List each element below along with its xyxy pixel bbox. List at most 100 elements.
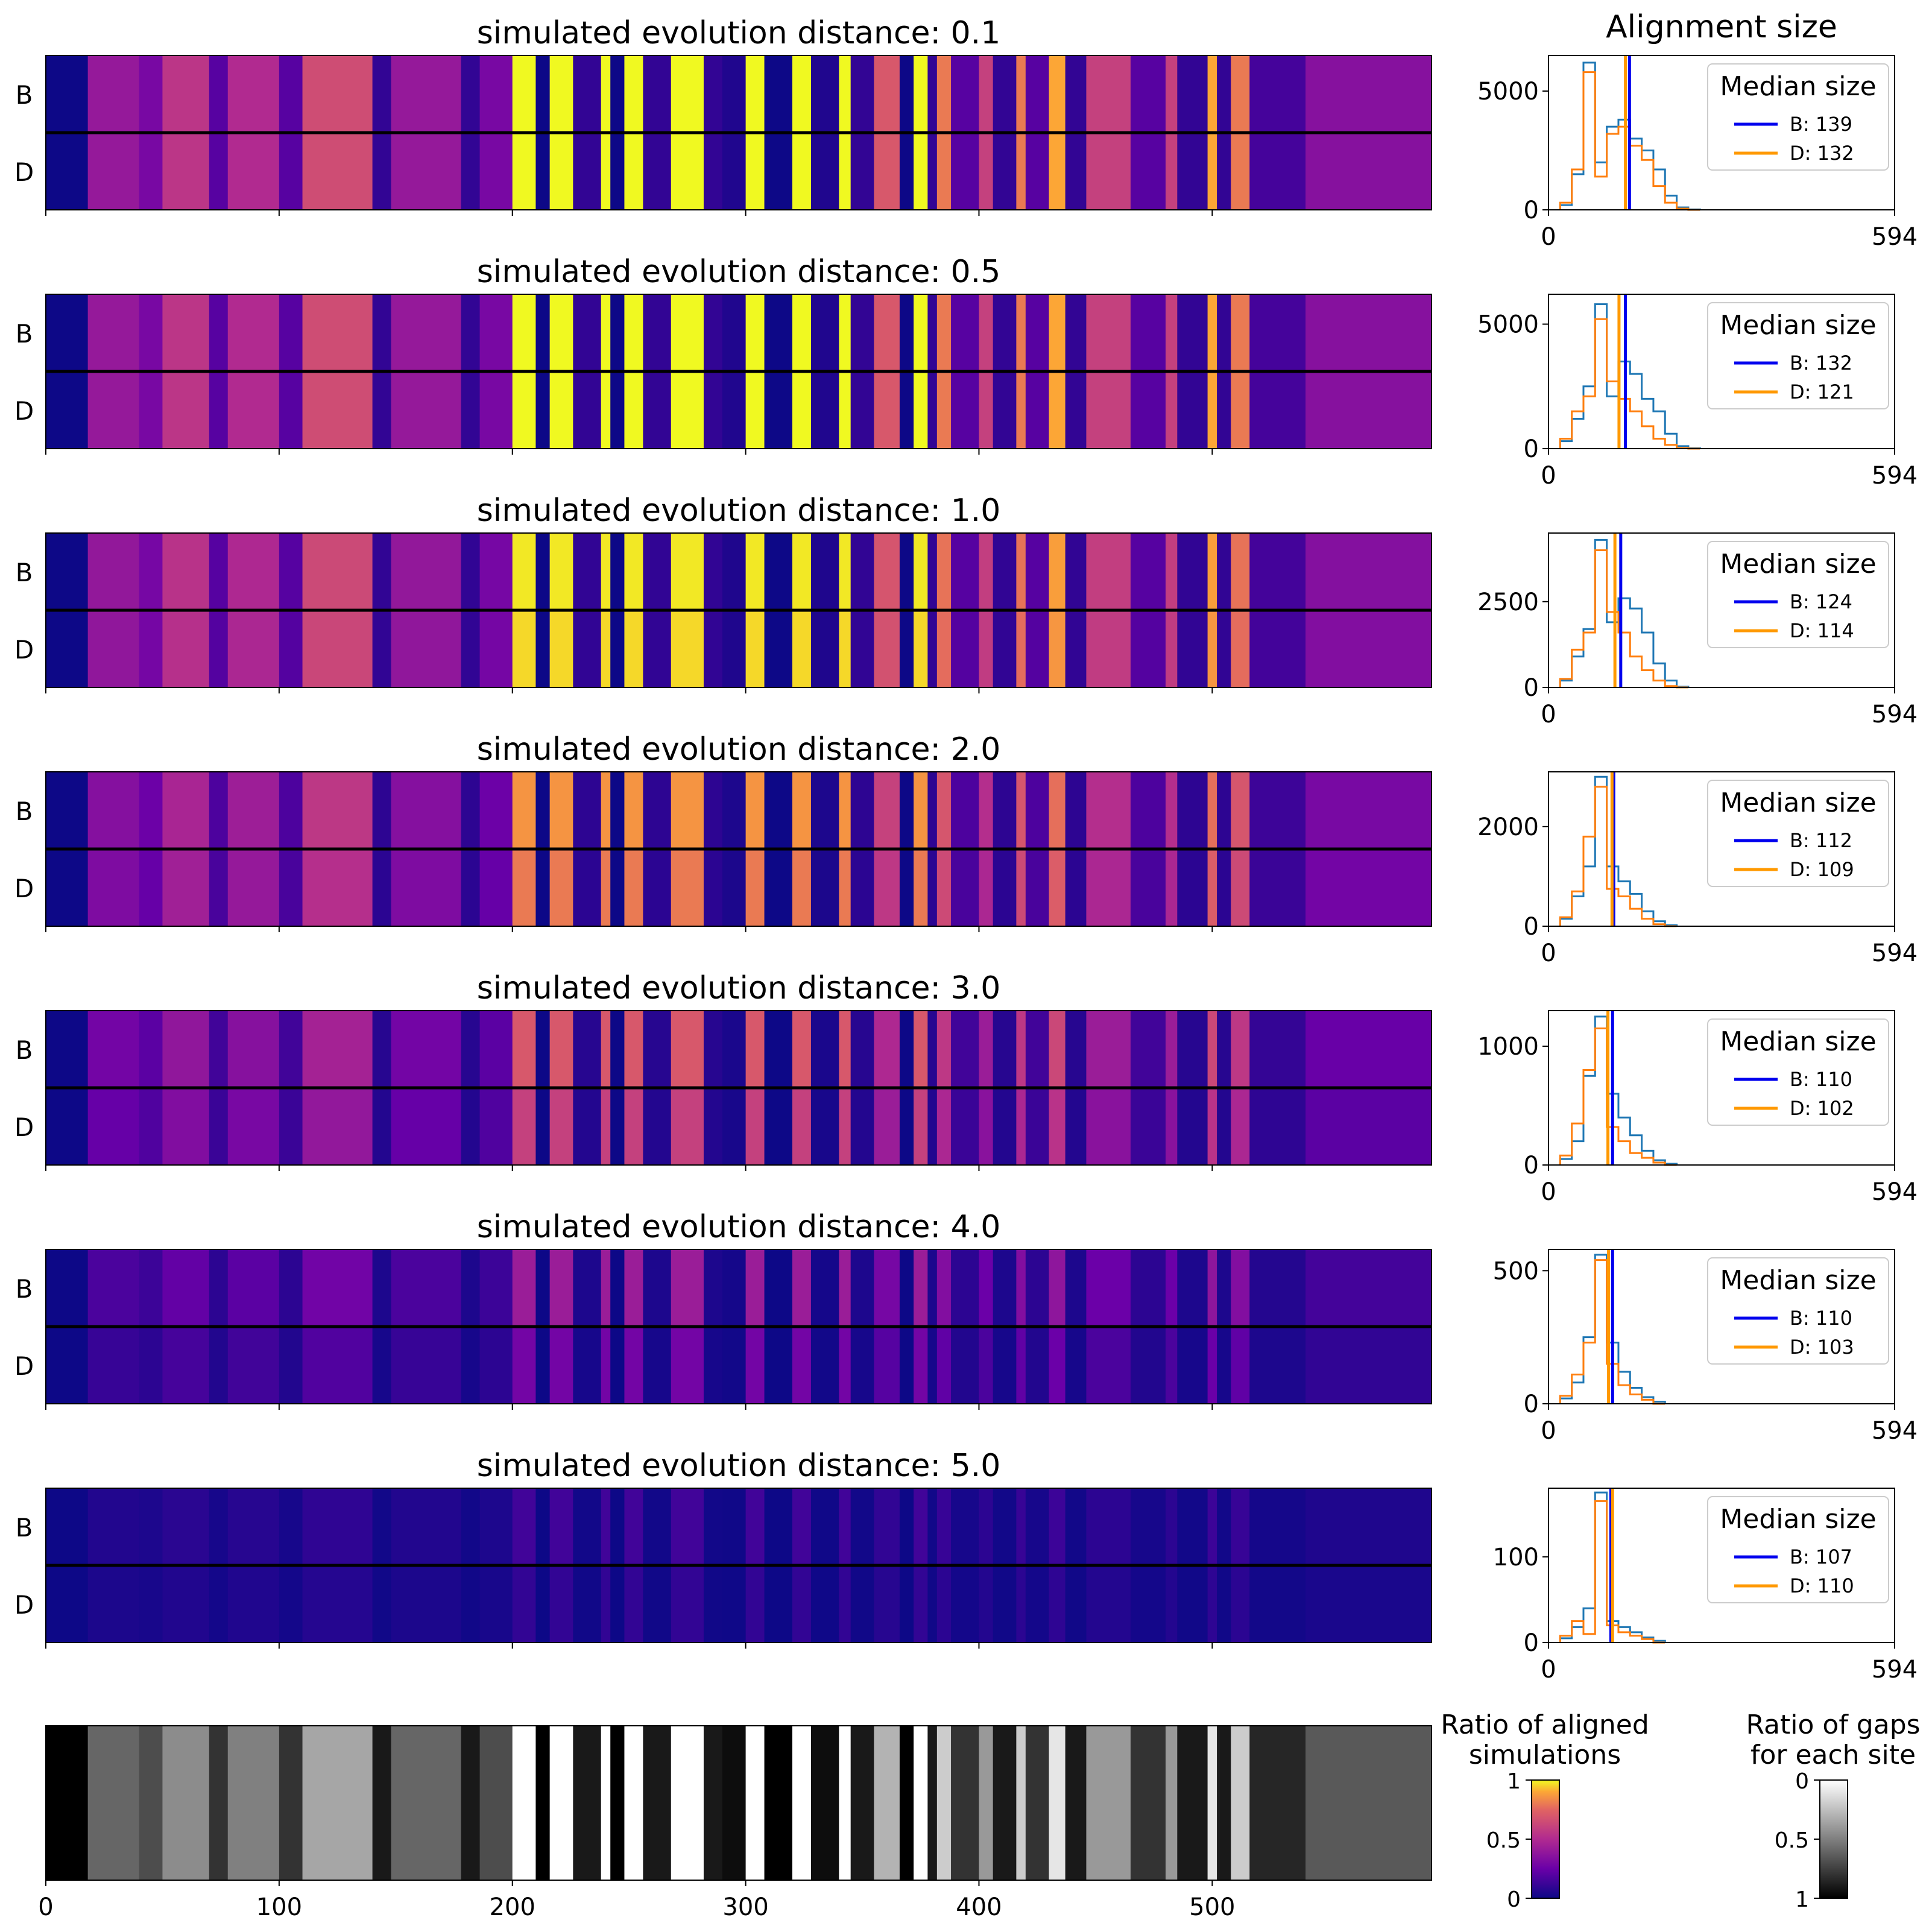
heatmap-cell xyxy=(874,371,900,449)
heatmap-cell xyxy=(139,133,163,210)
heatmap-cell xyxy=(927,1565,938,1643)
heatmap-cell xyxy=(1305,133,1432,210)
heatmap-cell xyxy=(1049,1488,1066,1565)
heatmap-cell xyxy=(1130,1249,1166,1327)
heatmap-cell xyxy=(792,1249,812,1327)
y-tick-label: 0 xyxy=(1524,435,1539,463)
heatmap-cell xyxy=(764,1327,793,1404)
gray-colorbar-title-2: for each site xyxy=(1750,1740,1916,1770)
heatmap-cell xyxy=(1217,772,1231,849)
heatmap-cell xyxy=(535,1249,551,1327)
heatmap-cell xyxy=(601,610,611,687)
heatmap-cell xyxy=(162,1565,210,1643)
heatmap-cell xyxy=(874,1249,900,1327)
heatmap-cell xyxy=(927,1249,938,1327)
heatmap-cell xyxy=(1025,133,1050,210)
heatmap-cell xyxy=(643,1488,672,1565)
gap-ratio-cell xyxy=(279,1726,303,1880)
heatmap-cell xyxy=(624,610,643,687)
heatmap-cell xyxy=(703,1327,723,1404)
x-tick-label: 0 xyxy=(1541,1417,1556,1445)
heatmap-cell xyxy=(279,1327,303,1404)
heatmap-cell xyxy=(1025,533,1050,610)
heatmap-cell xyxy=(279,371,303,449)
heatmap-cell xyxy=(209,1011,229,1088)
heatmap-cell xyxy=(839,1249,851,1327)
heatmap-cell xyxy=(936,849,952,926)
heatmap-cell xyxy=(372,1565,392,1643)
heatmap-cell xyxy=(979,533,994,610)
heatmap-cell xyxy=(1207,849,1217,926)
heatmap-cell xyxy=(874,849,900,926)
heatmap-cell xyxy=(1086,849,1131,926)
heatmap-cell xyxy=(512,772,537,849)
heatmap-cell xyxy=(1049,610,1066,687)
heatmap-cell xyxy=(1305,1327,1432,1404)
heatmap-cell xyxy=(1305,610,1432,687)
heatmap-cell xyxy=(1049,533,1066,610)
heatmap-cell xyxy=(979,1011,994,1088)
heatmap-cell xyxy=(479,294,513,371)
heatmap-cell xyxy=(839,371,851,449)
heatmap-cell xyxy=(792,1088,812,1165)
heatmap-cell xyxy=(227,133,280,210)
heatmap-cell xyxy=(162,849,210,926)
heatmap-cell xyxy=(1025,1011,1050,1088)
heatmap-cell xyxy=(1165,1249,1178,1327)
heatmap-cell xyxy=(1165,1088,1178,1165)
heatmap-cell xyxy=(1016,1488,1026,1565)
heatmap-cell xyxy=(279,1488,303,1565)
hist-column-title: Alignment size xyxy=(1606,9,1837,45)
heatmap-cell xyxy=(1086,294,1131,371)
histogram-panel: 0 1000 0 594 Median size B: 110 D: 102 xyxy=(1477,1010,1918,1206)
heatmap-cell xyxy=(1049,1088,1066,1165)
heatmap-cell xyxy=(643,1565,672,1643)
heatmap-cell xyxy=(610,1565,625,1643)
heatmap-cell xyxy=(899,1011,914,1088)
plasma-colorbar-title-2: simulations xyxy=(1469,1740,1621,1770)
heatmap-cell xyxy=(1049,1249,1066,1327)
heatmap-cell xyxy=(745,1565,765,1643)
heatmap-cell xyxy=(671,1249,704,1327)
heatmap-cell xyxy=(479,1327,513,1404)
heatmap-cell xyxy=(209,1565,229,1643)
heatmap-cell xyxy=(671,1088,704,1165)
heatmap-cell xyxy=(624,533,643,610)
gap-ratio-cell xyxy=(1065,1726,1087,1880)
histogram-panel: 0 2500 0 594 Median size B: 124 D: 114 xyxy=(1477,532,1918,728)
legend-label-B: B: 107 xyxy=(1790,1545,1852,1568)
heatmap-cell xyxy=(1177,772,1208,849)
heatmap-cell xyxy=(951,849,980,926)
x-tick-label: 0 xyxy=(1541,939,1556,967)
heatmap-cell xyxy=(703,772,723,849)
heatmap-cell xyxy=(951,1249,980,1327)
heatmap-cell xyxy=(512,1565,537,1643)
heatmap-cell xyxy=(951,294,980,371)
heatmap-cell xyxy=(610,1327,625,1404)
heatmap-cell xyxy=(764,1088,793,1165)
heatmap-cell xyxy=(810,55,839,133)
gap-ratio-cell xyxy=(1231,1726,1250,1880)
heatmap-cell xyxy=(874,1565,900,1643)
heatmap-cell xyxy=(703,610,723,687)
gray-colorbar-title-1: Ratio of gaps xyxy=(1746,1709,1920,1740)
heatmap-cell xyxy=(1217,610,1231,687)
heatmap-cell xyxy=(624,1011,643,1088)
heatmap-cell xyxy=(914,1011,928,1088)
heatmap-cell xyxy=(1305,371,1432,449)
heatmap-cell xyxy=(1086,133,1131,210)
heatmap-cell xyxy=(209,294,229,371)
gap-ratio-cell xyxy=(1177,1726,1208,1880)
legend-title: Median size xyxy=(1720,310,1876,341)
heatmap-cell xyxy=(87,1327,140,1404)
gap-ratio-cell xyxy=(87,1726,140,1880)
heatmap-cell xyxy=(1016,610,1026,687)
heatmap-cell xyxy=(1016,133,1026,210)
heatmap-cell xyxy=(1049,1011,1066,1088)
heatmap-cell xyxy=(209,55,229,133)
heatmap-cell xyxy=(512,533,537,610)
heatmap-cell xyxy=(993,55,1017,133)
heatmap-cell xyxy=(549,1565,573,1643)
heatmap-cell xyxy=(1177,1011,1208,1088)
histogram-series-B xyxy=(1559,303,1701,449)
